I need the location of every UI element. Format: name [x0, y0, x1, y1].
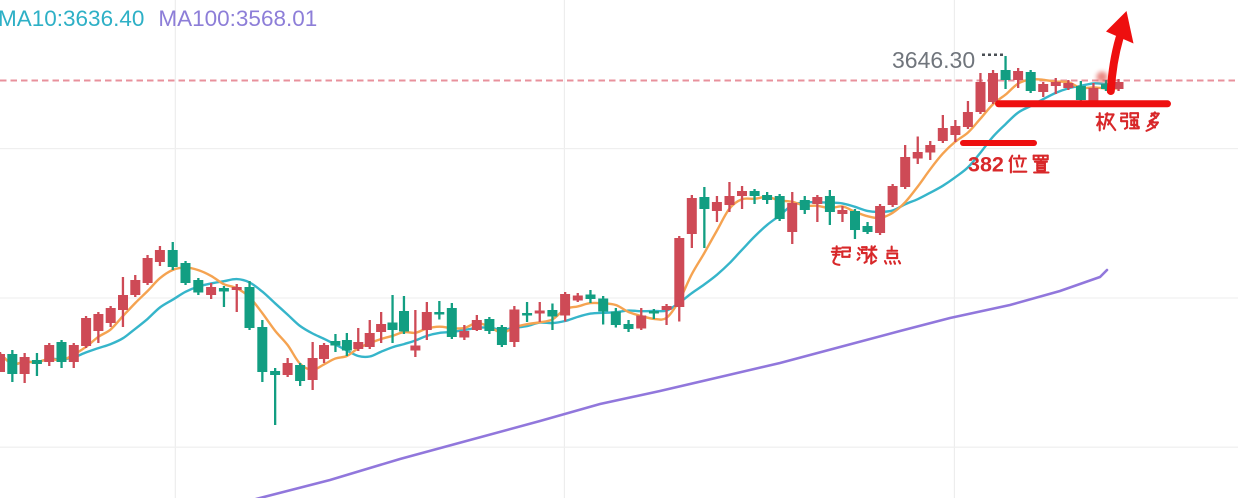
svg-text:382: 382	[968, 153, 1004, 177]
